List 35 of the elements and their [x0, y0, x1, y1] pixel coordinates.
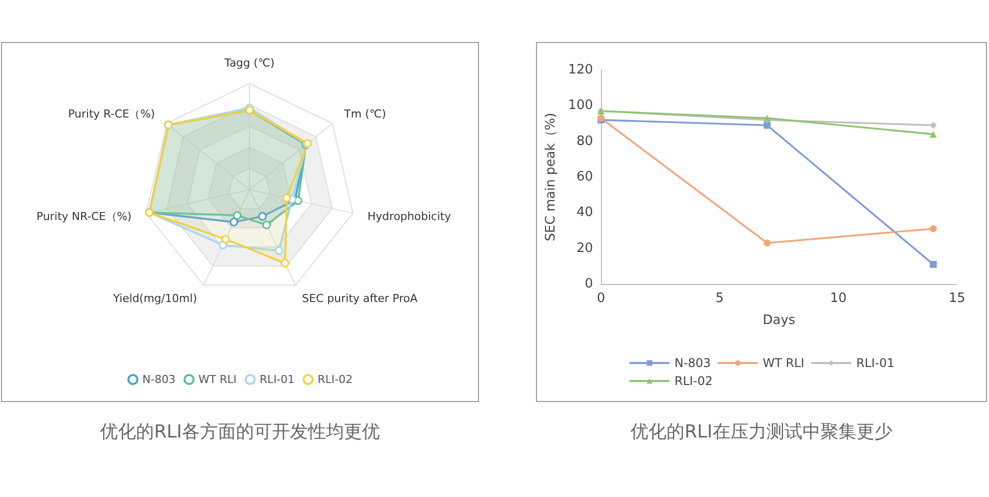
text: 优化的RLI在压力测试中聚集更少: [630, 422, 892, 442]
x-axis-title: Days: [762, 313, 796, 328]
legend-label: WT RLI: [198, 373, 237, 386]
text: 优化的RLI各方面的可开发性均更优: [100, 422, 380, 442]
x-tick-label: 15: [948, 291, 966, 306]
point: [764, 239, 771, 246]
legend-label: RLI-02: [318, 373, 353, 386]
spoke-label: Purity NR-CE（%): [36, 210, 132, 224]
point: [930, 122, 937, 129]
y-tick-label: 120: [568, 62, 593, 78]
y-tick-label: 80: [576, 134, 593, 149]
y-tick-label: 0: [584, 276, 593, 292]
y-tick-label: 60: [576, 170, 593, 184]
spoke-label: Hydrophobicity: [368, 210, 452, 224]
y-tick-label: 40: [576, 205, 593, 220]
point: [930, 225, 937, 232]
point: [930, 260, 937, 268]
y-tick-label: 20: [576, 240, 593, 256]
x-tick-label: 5: [716, 291, 724, 306]
y-tick-label: 100: [568, 98, 593, 114]
legend-label: N-803: [142, 373, 176, 386]
spoke-label: Tagg (℃): [224, 56, 275, 70]
x-tick-label: 10: [830, 291, 847, 306]
spoke-label: Purity R-CE（%): [68, 108, 155, 121]
legend-label: RLI-01: [260, 373, 295, 386]
point: [764, 122, 771, 129]
spoke-label: Yield(mg/10ml): [112, 292, 198, 306]
x-tick-label: 0: [596, 291, 606, 306]
legend-label: N-803: [674, 356, 711, 370]
spoke-label: Tm (℃): [343, 108, 386, 121]
legend-label: RLI-02: [674, 374, 713, 388]
legend-label: RLI-01: [856, 356, 894, 370]
y-axis-title: SEC main peak（%): [543, 112, 558, 242]
legend-label: WT RLI: [762, 356, 804, 370]
spoke-label: SEC purity after ProA: [302, 292, 418, 306]
